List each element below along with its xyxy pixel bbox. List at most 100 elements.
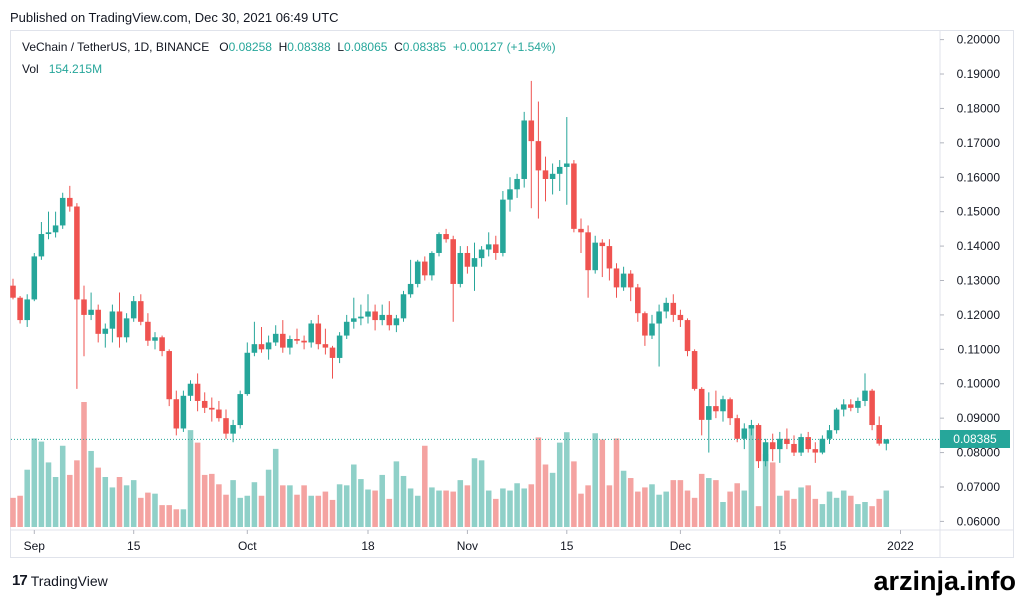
volume-bar	[102, 477, 109, 527]
volume-bar	[549, 472, 556, 527]
volume-bar	[180, 509, 187, 527]
candle-body	[351, 318, 357, 322]
candle-body	[663, 302, 669, 312]
volume-bar	[677, 480, 684, 527]
candle-body	[102, 328, 109, 334]
volume-bar	[528, 484, 535, 527]
x-tick-label: Dec	[670, 539, 691, 553]
y-tick-label: 0.12000	[957, 308, 1001, 322]
candle-body	[691, 351, 698, 389]
candle-body	[443, 234, 449, 240]
volume-bar	[365, 489, 371, 527]
volume-bar	[109, 487, 116, 527]
candle-body	[535, 141, 542, 171]
volume-bar	[223, 494, 229, 527]
volume-bar	[159, 505, 165, 527]
volume-bar	[571, 461, 577, 527]
volume-bar	[819, 504, 826, 527]
volume-bar	[542, 464, 549, 527]
candle-body	[450, 239, 456, 284]
volume-bar	[45, 462, 52, 527]
volume-bar	[67, 474, 73, 527]
y-tick-label: 0.13000	[957, 274, 1001, 288]
candle-body	[308, 323, 314, 343]
volume-bar	[578, 493, 584, 527]
candle-body	[336, 335, 343, 358]
candle-body	[152, 337, 158, 341]
candle-body	[812, 449, 819, 453]
candle-body	[791, 443, 797, 453]
candle-body	[542, 170, 549, 179]
published-header: Published on TradingView.com, Dec 30, 20…	[10, 10, 339, 25]
volume-bar	[116, 477, 123, 527]
candle-body	[819, 438, 826, 453]
volume-bar	[649, 484, 655, 527]
tradingview-logo[interactable]: 17 TradingView	[12, 572, 108, 589]
candle-body	[287, 339, 293, 348]
volume-bar	[88, 450, 94, 527]
volume-bar	[138, 497, 144, 527]
volume-bar	[514, 483, 520, 527]
candle-body	[422, 261, 428, 276]
volume-bar	[173, 509, 180, 527]
high-label: H	[278, 40, 288, 54]
volume-bar	[322, 491, 329, 527]
volume-bar	[869, 506, 875, 527]
candle-body	[372, 311, 378, 321]
candle-body	[45, 232, 52, 235]
candle-body	[209, 407, 215, 410]
candle-body	[869, 390, 875, 426]
candle-body	[840, 404, 847, 410]
volume-bar	[691, 497, 698, 527]
candle-body	[194, 383, 201, 401]
candle-body	[414, 261, 421, 284]
candle-body	[244, 352, 251, 395]
volume-bar	[386, 498, 393, 527]
y-tick-label: 0.06000	[957, 514, 1001, 528]
last-price-tag: 0.08385	[940, 430, 1010, 449]
volume-bar	[556, 442, 563, 527]
volume-bar	[59, 445, 66, 527]
volume-bar	[95, 467, 101, 527]
volume-bar	[826, 491, 833, 527]
volume-bar	[17, 495, 23, 527]
candle-body	[159, 337, 165, 352]
volume-label: Vol	[22, 62, 39, 76]
y-tick-label: 0.16000	[957, 170, 1001, 184]
volume-bar	[422, 445, 428, 527]
candle-body	[620, 273, 627, 288]
y-tick-label: 0.10000	[957, 377, 1001, 391]
candle-body	[549, 173, 556, 179]
candle-body	[67, 197, 73, 207]
candle-body	[216, 409, 222, 419]
volume-bar	[720, 502, 726, 527]
x-tick-label: 2022	[887, 539, 914, 553]
volume-bar	[393, 461, 400, 527]
candle-body	[436, 234, 442, 253]
candle-body	[38, 234, 45, 257]
candle-body	[24, 299, 30, 321]
candle-body	[670, 302, 677, 315]
volume-bar	[166, 505, 172, 527]
candle-body	[407, 283, 414, 295]
candle-body	[322, 344, 329, 348]
candle-body	[713, 406, 719, 412]
candle-body	[500, 199, 506, 253]
x-tick-label: 18	[361, 539, 375, 553]
candle-body	[400, 294, 407, 319]
candle-body	[464, 252, 471, 267]
volume-bar	[840, 490, 847, 527]
volume-bar	[706, 478, 712, 527]
candle-body	[95, 309, 101, 334]
candle-body	[223, 418, 229, 434]
candle-body	[769, 442, 776, 450]
volume-bar	[464, 485, 471, 527]
volume-bar	[152, 493, 158, 527]
y-tick-label: 0.14000	[957, 239, 1001, 253]
volume-bar	[74, 460, 80, 527]
candle-body	[642, 313, 648, 336]
volume-bar	[81, 402, 87, 527]
candle-body	[478, 249, 485, 259]
candle-body	[698, 388, 705, 420]
